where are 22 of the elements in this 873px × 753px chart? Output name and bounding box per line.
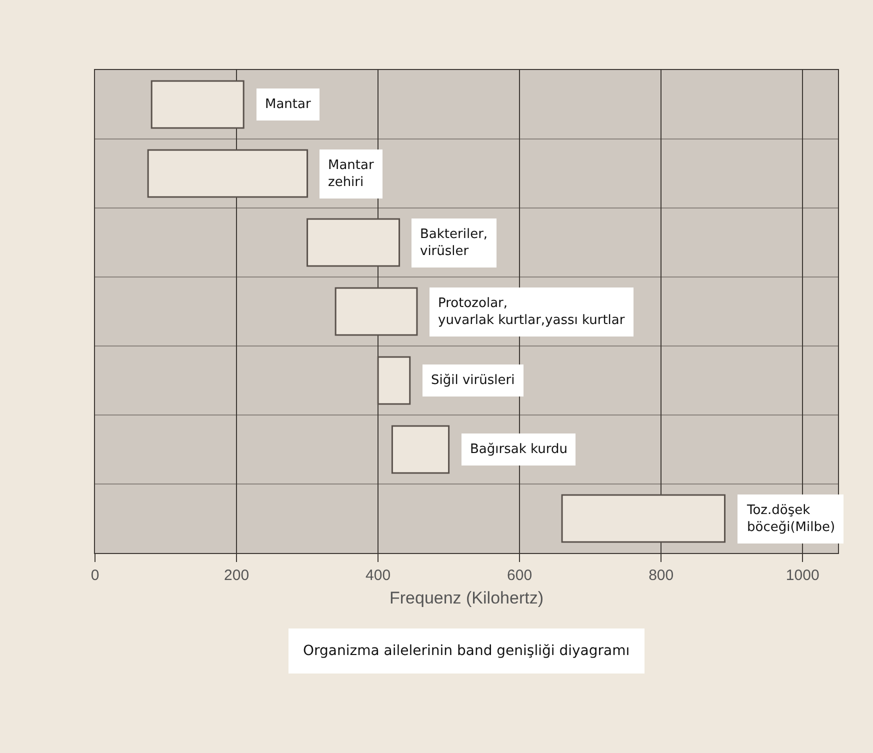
- y-tick-label: Toz.döşek böceği(Milbe): [746, 503, 836, 535]
- y-tick-label: Siğil virüsleri: [431, 373, 515, 388]
- x-tick-label: 0: [90, 567, 100, 584]
- bar: [561, 494, 726, 543]
- y-tick-label: Mantar: [265, 97, 312, 112]
- x-tick-label: 600: [507, 567, 532, 584]
- text: Organizma ailelerinin band genişliği diyagramı: [303, 643, 630, 659]
- bar: [391, 425, 450, 474]
- x-tick-label: 1000: [786, 567, 820, 584]
- x-axis-title: Frequenz (Kilohertz): [389, 588, 544, 608]
- x-tick-label: 200: [224, 567, 250, 584]
- y-tick-label: Bağırsak kurdu: [470, 442, 568, 457]
- bar: [377, 356, 411, 405]
- y-tick-label: Mantar zehiri: [328, 158, 374, 190]
- y-tick-label: Protozolar, yuvarlak kurtlar,yassı kurtlar: [438, 296, 626, 328]
- x-tick-label: 800: [648, 567, 674, 584]
- bar: [147, 149, 308, 198]
- y-tick-label: Bakteriler, virüsler: [420, 227, 488, 259]
- bar: [150, 80, 244, 129]
- bar: [306, 218, 400, 267]
- x-tick-label: 400: [366, 567, 391, 584]
- bar: [334, 287, 418, 336]
